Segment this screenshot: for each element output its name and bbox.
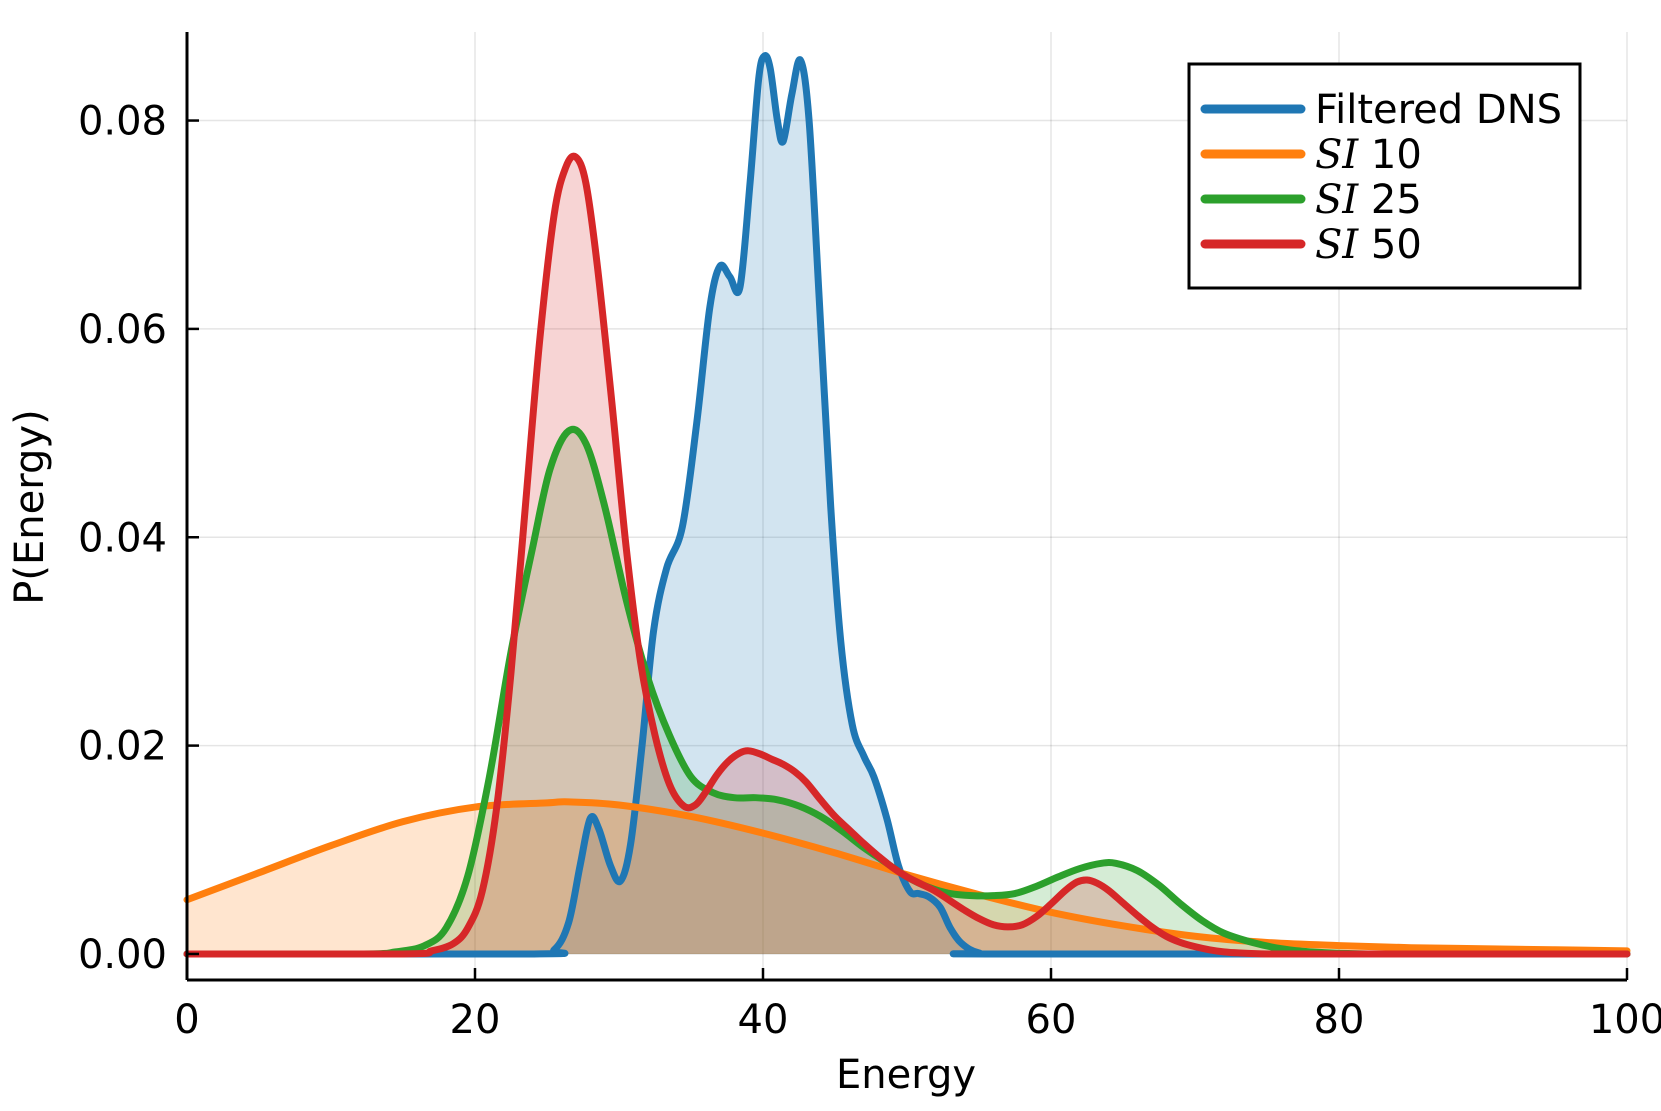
legend-label-symbol: SI [1315, 132, 1359, 178]
y-tick-label: 0.00 [78, 932, 167, 978]
series-line-si-10 [183, 798, 1631, 955]
tick-labels: 0 20 40 60 80 100 0.00 0.02 0.04 0.06 0.08 [78, 99, 1661, 1043]
legend-label-text: 50 [1358, 222, 1422, 268]
y-tick-label: 0.02 [78, 724, 167, 770]
legend-box [1187, 62, 1582, 290]
legend-label: SI 10 [1315, 132, 1422, 178]
legend-label: Filtered DNS [1315, 87, 1562, 133]
legend-label-text: 10 [1358, 132, 1422, 178]
x-tick-label: 100 [1589, 997, 1661, 1043]
x-tick-label: 60 [1026, 997, 1077, 1043]
x-tick-label: 40 [738, 997, 789, 1043]
legend-label-text: Filtered DNS [1315, 87, 1562, 133]
x-tick-label: 0 [174, 997, 199, 1043]
series-fill-si-50 [187, 156, 1627, 954]
series-line-filtered-dns [183, 52, 1631, 958]
legend-label-symbol: SI [1315, 177, 1359, 223]
y-axis-title: P(Energy) [7, 409, 53, 604]
y-tick-label: 0.06 [78, 307, 167, 353]
series-lines [183, 52, 1631, 958]
legend-label-symbol: SI [1315, 222, 1359, 268]
series-fill-si-25 [187, 429, 1627, 954]
x-tick-label: 20 [450, 997, 501, 1043]
series-line-si-50 [183, 152, 1631, 958]
y-tick-label: 0.04 [78, 515, 167, 561]
legend-label-text: 25 [1358, 177, 1422, 223]
legend-label: SI 50 [1315, 222, 1422, 268]
x-tick-label: 80 [1314, 997, 1365, 1043]
legend-label: SI 25 [1315, 177, 1422, 223]
axes [185, 32, 1629, 982]
x-axis-title: Energy [836, 1052, 976, 1098]
y-tick-label: 0.08 [78, 99, 167, 145]
